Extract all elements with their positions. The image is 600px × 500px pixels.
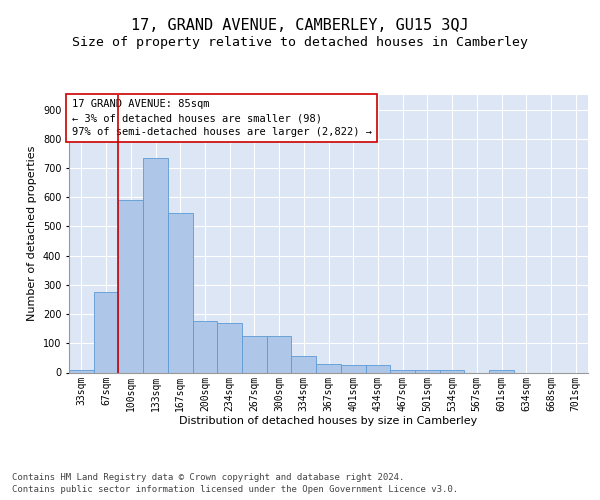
Text: Contains HM Land Registry data © Crown copyright and database right 2024.: Contains HM Land Registry data © Crown c…: [12, 472, 404, 482]
Bar: [292, 356, 316, 372]
Bar: [118, 200, 143, 372]
Bar: [168, 214, 193, 372]
Text: 17, GRAND AVENUE, CAMBERLEY, GU15 3QJ: 17, GRAND AVENUE, CAMBERLEY, GU15 3QJ: [131, 18, 469, 32]
Bar: [267, 336, 292, 372]
Bar: [440, 370, 464, 372]
Bar: [217, 323, 242, 372]
Text: Size of property relative to detached houses in Camberley: Size of property relative to detached ho…: [72, 36, 528, 49]
Bar: [193, 322, 217, 372]
Bar: [341, 365, 365, 372]
Bar: [242, 336, 267, 372]
Bar: [69, 370, 94, 372]
Bar: [365, 365, 390, 372]
Bar: [390, 370, 415, 372]
Bar: [489, 370, 514, 372]
X-axis label: Distribution of detached houses by size in Camberley: Distribution of detached houses by size …: [179, 416, 478, 426]
Text: 17 GRAND AVENUE: 85sqm
← 3% of detached houses are smaller (98)
97% of semi-deta: 17 GRAND AVENUE: 85sqm ← 3% of detached …: [71, 99, 371, 137]
Bar: [415, 370, 440, 372]
Bar: [94, 292, 118, 372]
Text: Contains public sector information licensed under the Open Government Licence v3: Contains public sector information licen…: [12, 485, 458, 494]
Bar: [143, 158, 168, 372]
Bar: [316, 364, 341, 372]
Y-axis label: Number of detached properties: Number of detached properties: [28, 146, 37, 322]
